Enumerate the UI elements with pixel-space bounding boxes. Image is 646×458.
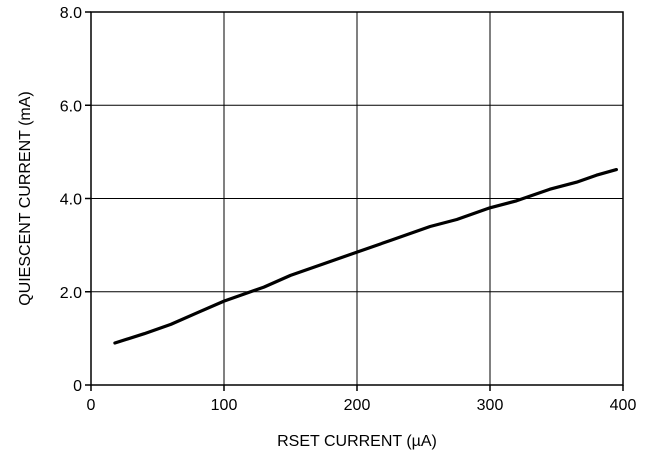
y-axis-label: QUIESCENT CURRENT (mA)	[17, 91, 34, 306]
x-tick-label: 300	[477, 397, 504, 414]
y-tick-label: 4.0	[60, 192, 82, 209]
x-tick-label: 200	[344, 397, 371, 414]
y-tick-label: 2.0	[60, 285, 82, 302]
x-tick-label: 0	[87, 397, 96, 414]
grid-lines	[91, 12, 623, 385]
y-tick-label: 6.0	[60, 98, 82, 115]
x-axis-label: RSET CURRENT (µA)	[277, 433, 437, 450]
y-axis-ticks: 0 2.0 4.0 6.0 8.0	[60, 5, 91, 395]
series-line	[113, 168, 618, 345]
y-tick-label: 0	[73, 378, 82, 395]
x-axis-ticks: 0 100 200 300 400	[87, 385, 637, 414]
x-tick-label: 100	[211, 397, 238, 414]
x-tick-label: 400	[610, 397, 637, 414]
y-tick-label: 8.0	[60, 5, 82, 22]
